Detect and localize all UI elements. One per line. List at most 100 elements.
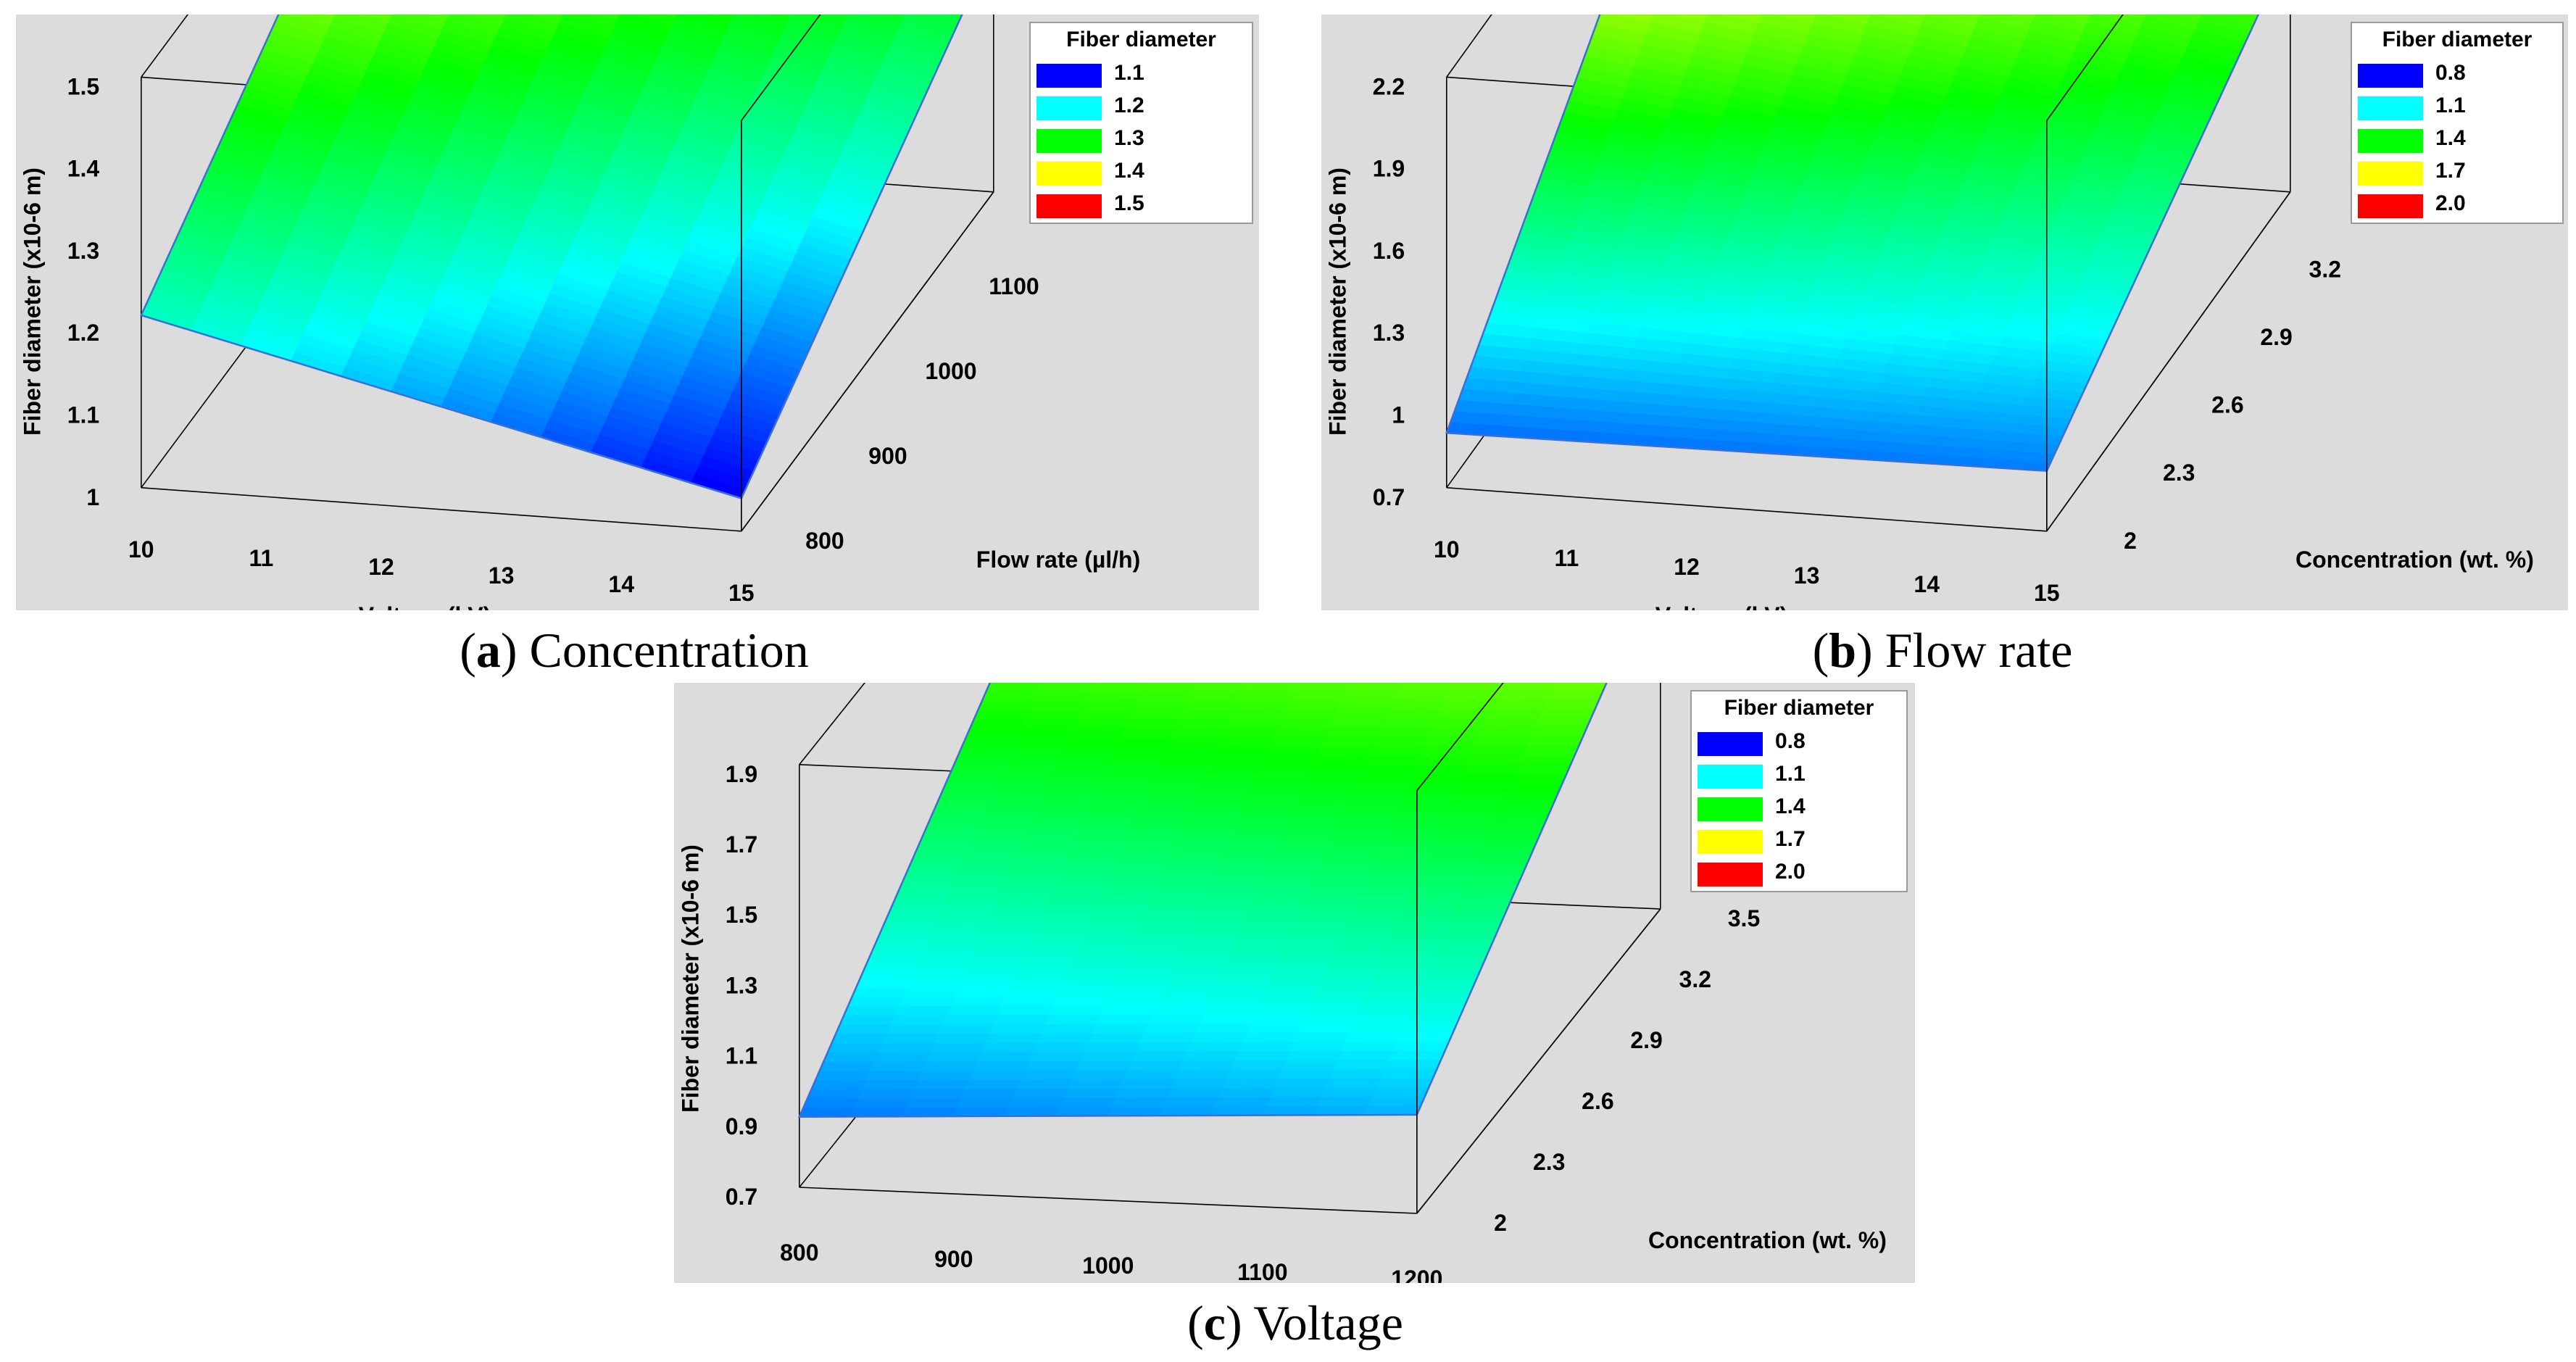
surface-patch	[1026, 939, 1084, 951]
y-tick-label: 2	[2124, 528, 2137, 554]
surface-patch	[1222, 727, 1279, 738]
surface-patch	[934, 1032, 992, 1043]
surface-patch	[1063, 857, 1120, 868]
surface-patch	[1371, 855, 1429, 866]
surface-patch	[1306, 1003, 1363, 1014]
surface-patch	[966, 958, 1023, 969]
surface-patch	[960, 737, 1018, 748]
surface-patch	[1195, 1022, 1252, 1033]
surface-patch	[1297, 791, 1354, 802]
surface-patch	[1156, 994, 1213, 1005]
chart-c-svg: 800 900 1000 1100 1200 2 2.3 2.6 2.9 3.2 3.5 0.7 0.9…	[678, 683, 1887, 1283]
surface-patch	[1313, 1105, 1371, 1116]
surface-patch	[1044, 1013, 1102, 1024]
surface-patch	[1286, 1050, 1343, 1060]
surface-patch	[1447, 800, 1505, 811]
caption-text: Flow rate	[1885, 623, 2073, 678]
surface-patch	[1226, 1068, 1284, 1079]
surface-patch	[1135, 690, 1193, 701]
surface-patch	[1087, 801, 1144, 812]
surface-outline	[140, 14, 963, 500]
surface-patch	[1331, 948, 1388, 959]
surface-patch	[976, 820, 1033, 831]
surface-patch	[1326, 958, 1384, 968]
surface-patch	[1432, 717, 1489, 728]
surface-patch	[1376, 1077, 1434, 1088]
z-tick-label: 1.5	[67, 73, 99, 99]
surface-patch	[1046, 894, 1104, 905]
surface-patch	[876, 931, 933, 942]
surface-patch	[1029, 699, 1086, 711]
surface-patch	[884, 913, 941, 923]
surface-patch	[907, 977, 964, 988]
surface-patch	[1034, 921, 1092, 932]
surface-patch	[1114, 856, 1171, 868]
front-edge	[2046, 14, 2124, 121]
surface-patch	[1320, 856, 1377, 867]
surface-patch	[977, 1050, 1034, 1062]
surface-patch	[1466, 873, 1524, 884]
surface-patch	[1286, 699, 1343, 710]
surface-patch	[1007, 866, 1064, 877]
surface-patch	[938, 1023, 995, 1034]
surface-patch	[849, 1106, 907, 1117]
chart-panel-a: 10111213141580090010001100120011.11.21.3…	[16, 14, 1259, 610]
surface-patch	[1119, 1078, 1177, 1089]
surface-patch	[1142, 792, 1200, 802]
surface-patch	[1397, 1031, 1455, 1042]
surface-patch	[1345, 683, 1403, 692]
surface-patch	[979, 931, 1036, 942]
surface-patch	[1314, 985, 1372, 996]
surface-patch	[913, 1079, 971, 1089]
surface-patch	[1498, 800, 1556, 810]
z-tick-label: 0.9	[726, 1113, 757, 1139]
surface-patch	[1444, 689, 1502, 700]
surface-patch	[1231, 939, 1289, 950]
surface-patch	[1279, 948, 1337, 959]
surface-patch	[1012, 736, 1070, 748]
surface-patch	[859, 968, 917, 979]
surface-patch	[1139, 683, 1197, 692]
surface-patch	[1321, 736, 1379, 747]
surface-patch	[1289, 810, 1346, 821]
legend-swatch	[1036, 162, 1102, 186]
surface-patch	[1336, 819, 1393, 830]
x-tick-label: 10	[1434, 536, 1460, 562]
surface-patch	[1161, 865, 1218, 876]
surface-patch	[1226, 718, 1284, 728]
surface-patch	[969, 718, 1026, 729]
surface-patch	[1015, 847, 1073, 858]
surface-patch	[1197, 902, 1254, 913]
surface-patch	[1308, 884, 1365, 894]
surface-patch	[1065, 967, 1123, 979]
surface-patch	[961, 1087, 1018, 1099]
surface-patch	[1395, 800, 1453, 811]
surface-patch	[1495, 689, 1553, 700]
surface-patch	[1518, 754, 1576, 765]
surface-patch	[1016, 1078, 1074, 1089]
surface-patch	[1081, 930, 1139, 942]
surface-patch	[1384, 707, 1442, 719]
z-tick-label: 1.1	[67, 402, 99, 428]
surface-patch	[989, 1023, 1047, 1034]
surface-patch	[1448, 683, 1505, 691]
box-edge	[799, 1187, 1417, 1214]
surface-patch	[1267, 976, 1324, 987]
surface-patch	[1287, 930, 1345, 941]
surface-patch	[935, 913, 992, 923]
surface-patch	[930, 1042, 987, 1052]
surface-patch	[1413, 994, 1471, 1005]
surface-patch	[1322, 966, 1380, 977]
surface-patch	[1762, 14, 1818, 24]
surface-patch	[1164, 976, 1221, 987]
surface-patch	[960, 857, 1017, 868]
surface-patch	[1175, 1068, 1232, 1079]
legend-label: 1.1	[1114, 61, 1144, 85]
surface-patch	[1134, 810, 1192, 821]
surface-patch	[1199, 1013, 1257, 1024]
x-tick-label: 13	[1794, 562, 1820, 589]
surface-patch	[1058, 865, 1115, 877]
box-edge	[141, 14, 189, 78]
surface-patch	[1155, 764, 1212, 775]
surface-patch	[1654, 14, 1710, 23]
